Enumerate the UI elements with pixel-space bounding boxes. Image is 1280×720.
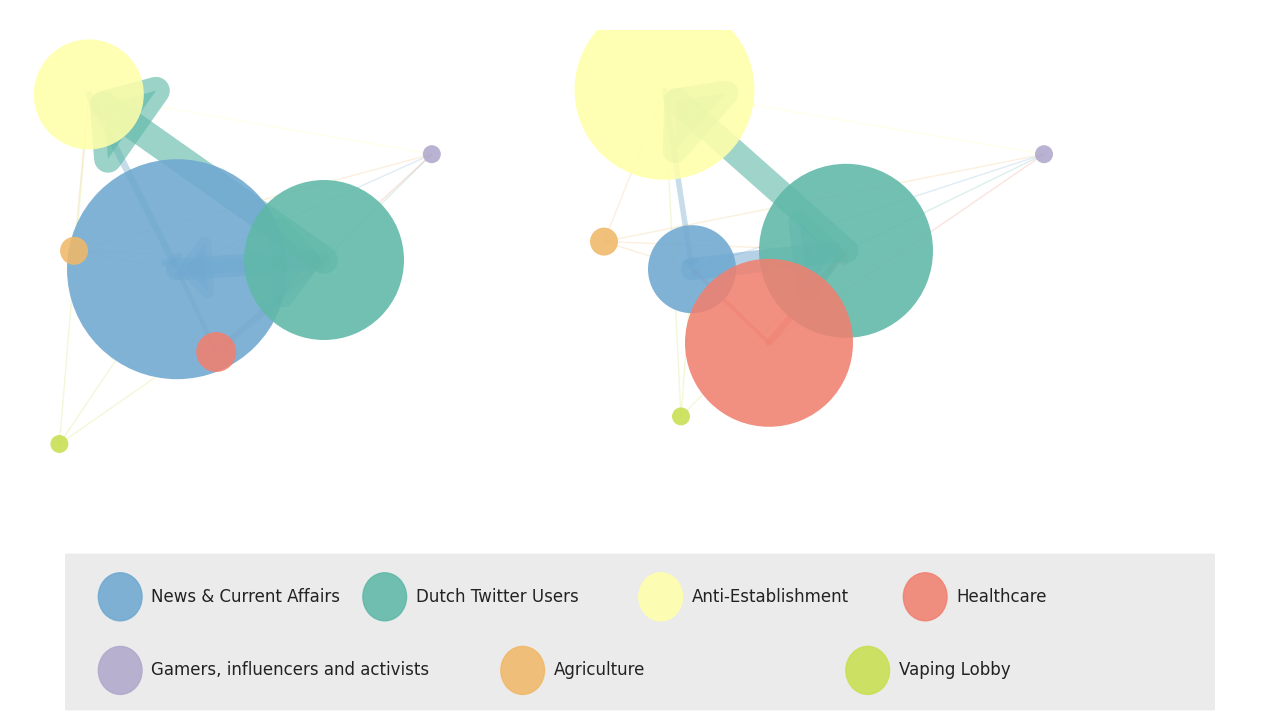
Ellipse shape: [685, 258, 852, 427]
Ellipse shape: [904, 573, 947, 621]
Ellipse shape: [672, 408, 690, 426]
Ellipse shape: [846, 647, 890, 694]
Text: Vaping Lobby: Vaping Lobby: [899, 662, 1010, 680]
Text: Agriculture: Agriculture: [554, 662, 645, 680]
Ellipse shape: [639, 573, 682, 621]
Ellipse shape: [60, 237, 88, 265]
Ellipse shape: [759, 163, 933, 338]
Text: Anti-Establishment: Anti-Establishment: [691, 588, 849, 606]
Text: Gamers, influencers and activists: Gamers, influencers and activists: [151, 662, 429, 680]
Ellipse shape: [99, 647, 142, 694]
FancyBboxPatch shape: [59, 554, 1221, 711]
Ellipse shape: [362, 573, 407, 621]
Ellipse shape: [67, 159, 287, 379]
Ellipse shape: [1036, 145, 1053, 163]
Ellipse shape: [196, 332, 237, 372]
Ellipse shape: [575, 0, 754, 180]
Ellipse shape: [422, 145, 440, 163]
Text: News & Current Affairs: News & Current Affairs: [151, 588, 340, 606]
Ellipse shape: [99, 573, 142, 621]
Text: Healthcare: Healthcare: [956, 588, 1047, 606]
Ellipse shape: [244, 180, 404, 340]
Ellipse shape: [50, 435, 68, 453]
Ellipse shape: [648, 225, 736, 313]
Ellipse shape: [590, 228, 618, 256]
Ellipse shape: [33, 40, 143, 150]
Text: Dutch Twitter Users: Dutch Twitter Users: [416, 588, 579, 606]
Ellipse shape: [500, 647, 544, 694]
